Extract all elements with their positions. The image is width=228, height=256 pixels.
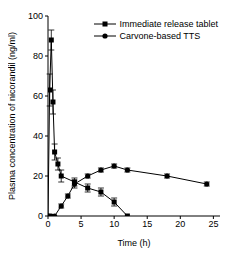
svg-text:Plasma concentration of nicora: Plasma concentration of nicorandil (ng/m…: [8, 32, 17, 200]
svg-text:40: 40: [33, 131, 43, 141]
svg-text:20: 20: [175, 219, 185, 229]
svg-text:0: 0: [45, 219, 50, 229]
html-text:Immediate release tablet: Immediate release tablet: [119, 19, 218, 29]
svg-text:15: 15: [142, 219, 152, 229]
html-text:Carvone-based TTS: Carvone-based TTS: [119, 31, 201, 41]
svg-text:Time (h): Time (h): [117, 238, 150, 248]
svg-text:20: 20: [33, 171, 43, 181]
svg-text:0: 0: [38, 211, 43, 221]
svg-text:5: 5: [79, 219, 84, 229]
svg-text:60: 60: [33, 91, 43, 101]
svg-text:80: 80: [33, 51, 43, 61]
svg-text:100: 100: [28, 11, 43, 21]
svg-text:25: 25: [208, 219, 218, 229]
svg-text:10: 10: [109, 219, 119, 229]
